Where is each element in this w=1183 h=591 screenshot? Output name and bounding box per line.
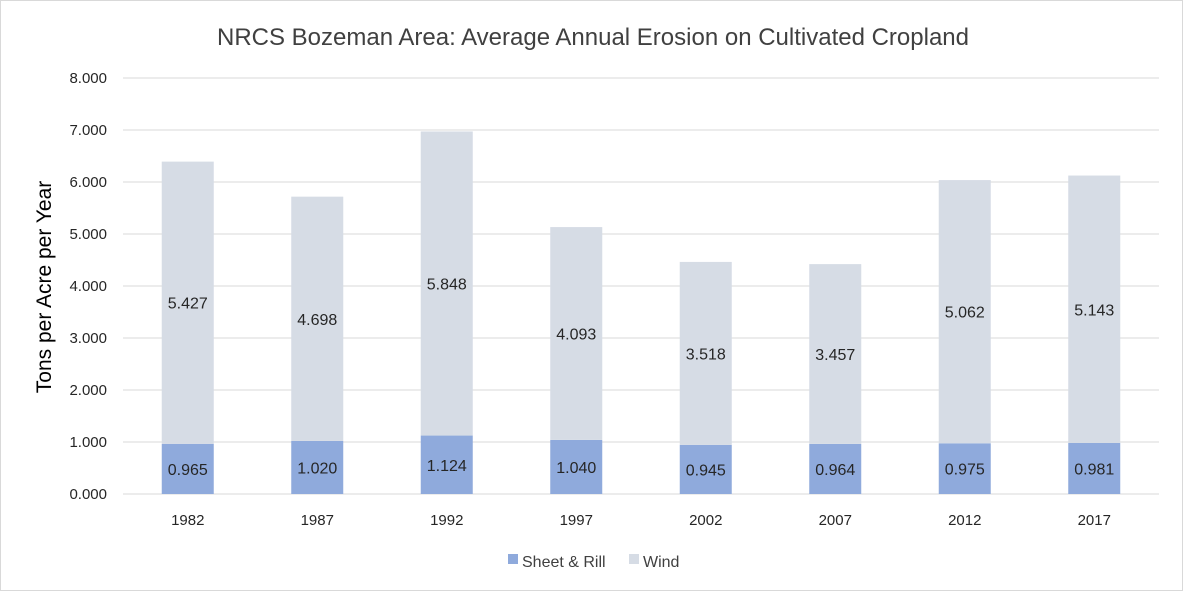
tick-labels: 0.000 1.000 2.000 3.000 4.000 5.000 6.000 7.000…	[69, 70, 1110, 529]
data-label: 1.124	[427, 458, 467, 475]
legend-swatch	[629, 554, 639, 564]
bar-sheet-rill	[550, 439, 603, 494]
data-labels: 0.965 5.427 1.020 4.698 1.124 5.848 1.040 4.093…	[168, 277, 1115, 480]
bar-wind	[1068, 175, 1121, 443]
bar-wind	[161, 161, 214, 444]
legend-label: Sheet & Rill	[522, 554, 606, 571]
x-tick-label: 2007	[819, 512, 852, 529]
bar-wind	[291, 196, 344, 441]
bar-sheet-rill	[161, 443, 214, 494]
x-tick-label: 2002	[689, 512, 722, 529]
x-tick-label: 1987	[301, 512, 334, 529]
data-label: 1.020	[297, 460, 337, 477]
x-tick-label: 1982	[171, 512, 204, 529]
bar-wind	[420, 131, 473, 436]
y-tick-label: 4.000	[69, 278, 107, 295]
data-label: 1.040	[556, 460, 596, 477]
x-tick-label: 1997	[560, 512, 593, 529]
data-label: 4.698	[297, 312, 337, 329]
data-label: 0.981	[1074, 461, 1114, 478]
data-label: 5.848	[427, 277, 467, 294]
x-tick-label: 2017	[1078, 512, 1111, 529]
y-tick-label: 6.000	[69, 174, 107, 191]
y-tick-label: 3.000	[69, 330, 107, 347]
y-tick-label: 0.000	[69, 486, 107, 503]
data-label: 5.062	[945, 305, 985, 322]
data-label: 5.427	[168, 296, 208, 313]
gridlines	[123, 77, 1159, 495]
data-label: 4.093	[556, 327, 596, 344]
bar-wind	[679, 261, 732, 445]
bars	[161, 131, 1121, 494]
y-tick-label: 2.000	[69, 382, 107, 399]
y-tick-label: 1.000	[69, 434, 107, 451]
bar-sheet-rill	[938, 443, 991, 494]
bar-wind	[938, 180, 991, 444]
data-label: 3.457	[815, 347, 855, 364]
bar-wind	[550, 227, 603, 440]
data-label: 3.518	[686, 346, 726, 363]
legend-swatch	[508, 554, 518, 564]
y-tick-label: 8.000	[69, 70, 107, 87]
data-label: 0.945	[686, 462, 726, 479]
bar-wind	[809, 264, 862, 444]
x-tick-label: 1992	[430, 512, 463, 529]
data-label: 0.965	[168, 462, 208, 479]
bar-sheet-rill	[420, 435, 473, 494]
data-label: 0.964	[815, 462, 855, 479]
bar-sheet-rill	[679, 444, 732, 494]
y-tick-label: 7.000	[69, 122, 107, 139]
data-label: 5.143	[1074, 302, 1114, 319]
legend-label: Wind	[643, 554, 679, 571]
y-tick-label: 5.000	[69, 226, 107, 243]
x-tick-label: 2012	[948, 512, 981, 529]
bar-sheet-rill	[809, 443, 862, 494]
bar-sheet-rill	[1068, 442, 1121, 494]
data-label: 0.975	[945, 462, 985, 479]
chart-title: NRCS Bozeman Area: Average Annual Erosio…	[217, 24, 969, 51]
bar-sheet-rill	[291, 440, 344, 494]
y-axis-label: Tons per Acre per Year	[33, 181, 56, 393]
legend: Sheet & Rill Wind	[508, 554, 679, 571]
